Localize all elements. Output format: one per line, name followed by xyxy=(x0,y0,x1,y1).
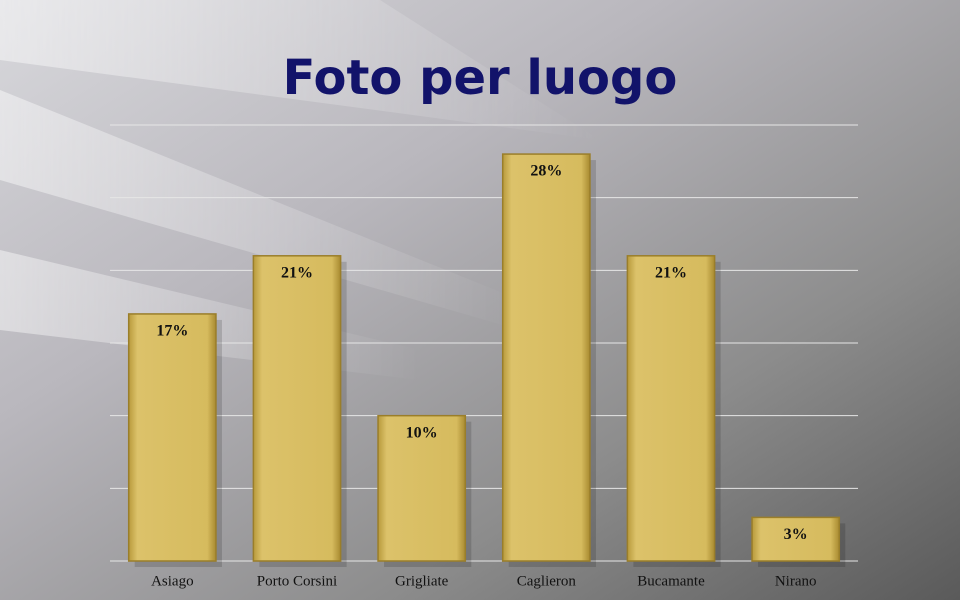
bar xyxy=(252,255,342,562)
x-tick-label: Bucamante xyxy=(637,573,705,589)
bar xyxy=(377,414,467,562)
value-label: 21% xyxy=(281,264,313,281)
value-label: 3% xyxy=(784,526,808,543)
x-tick-label: Nirano xyxy=(775,573,817,589)
x-tick-label: Grigliate xyxy=(395,573,449,589)
bar xyxy=(127,313,217,562)
x-tick-label: Porto Corsini xyxy=(257,573,337,589)
value-label: 28% xyxy=(530,163,562,180)
x-tick-label: Caglieron xyxy=(517,573,577,589)
x-tick-label: Asiago xyxy=(151,573,194,589)
value-label: 17% xyxy=(156,323,188,340)
chart-title: Foto per luogo xyxy=(283,50,678,106)
bar xyxy=(751,516,841,562)
bar xyxy=(626,255,716,562)
bar xyxy=(501,153,591,562)
value-label: 21% xyxy=(655,264,687,281)
value-label: 10% xyxy=(406,424,438,441)
